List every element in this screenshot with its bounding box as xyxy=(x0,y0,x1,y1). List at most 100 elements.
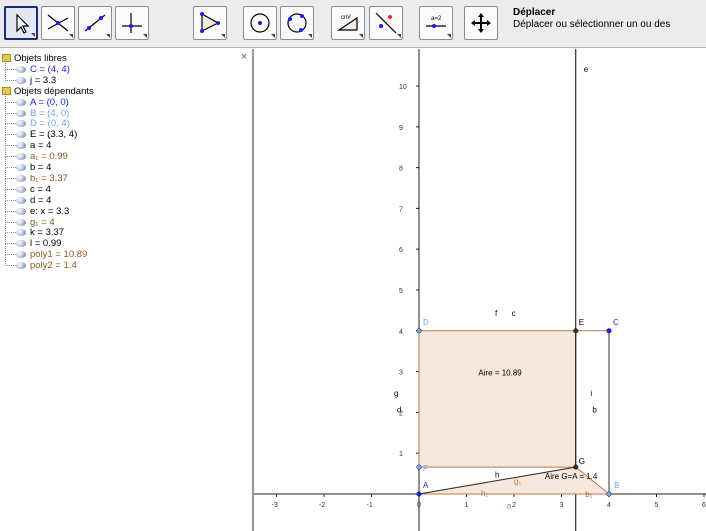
visibility-toggle-icon[interactable] xyxy=(16,120,26,128)
point-tool-button[interactable] xyxy=(41,6,75,40)
list-item-label: D = (0, 4) xyxy=(30,118,70,130)
tool-info-description: Déplacer ou sélectionner un ou des xyxy=(513,19,671,30)
y-tick-label: 4 xyxy=(399,329,403,336)
label-f-point: F xyxy=(423,464,428,473)
visibility-toggle-icon[interactable] xyxy=(16,207,26,215)
visibility-toggle-icon[interactable] xyxy=(16,153,26,161)
label-d-point: D xyxy=(423,318,429,327)
tree-connector xyxy=(5,146,16,158)
y-tick-label: 5 xyxy=(399,288,403,295)
list-item-label: l = 0.99 xyxy=(30,238,62,250)
visibility-toggle-icon[interactable] xyxy=(16,98,26,106)
y-tick-label: 2 xyxy=(399,410,403,417)
list-item-label: d = 4 xyxy=(30,194,52,206)
tree-connector xyxy=(5,189,16,201)
list-item-label: k = 3.37 xyxy=(30,227,65,239)
tree-connector xyxy=(5,124,16,136)
tool-info: Déplacer Déplacer ou sélectionner un ou … xyxy=(513,7,670,31)
area-label-poly1: Aire = 10.89 xyxy=(478,369,522,378)
tree-connector xyxy=(5,200,16,212)
x-tick-label: -2 xyxy=(319,502,325,509)
label-i: i xyxy=(590,389,592,398)
list-item-label: g₁ = 4 xyxy=(30,216,55,228)
tree-connector xyxy=(5,157,16,168)
list-item-label: A = (0, 0) xyxy=(30,96,69,108)
visibility-toggle-icon[interactable] xyxy=(16,76,26,84)
x-tick-label: 1 xyxy=(465,502,469,509)
visibility-toggle-icon[interactable] xyxy=(16,196,26,204)
visibility-toggle-icon[interactable] xyxy=(16,109,26,117)
tree-connector xyxy=(5,135,16,147)
slider-icon: a=2 xyxy=(426,16,446,28)
close-icon[interactable]: × xyxy=(241,51,248,63)
point-e[interactable] xyxy=(573,328,579,334)
move-view-cross-arrows-icon xyxy=(471,13,491,33)
angle-tool-button[interactable]: cm² xyxy=(331,6,365,40)
graphics-canvas[interactable]: -3 -2 -1 0 1 2 3 4 5 6 1 2 3 4 5 6 7 8 9 10 C D E FA B Ge f c gd ib h g… xyxy=(254,49,706,531)
visibility-toggle-icon[interactable] xyxy=(16,65,26,73)
label-b-seg: b xyxy=(592,405,597,414)
tree-connector xyxy=(5,167,16,179)
tree-connector xyxy=(5,58,16,70)
visibility-toggle-icon[interactable] xyxy=(16,174,26,182)
visibility-toggle-icon[interactable] xyxy=(16,218,26,226)
visibility-toggle-icon[interactable] xyxy=(16,240,26,248)
y-tick-label: 8 xyxy=(399,166,403,173)
circle-three-points-icon xyxy=(287,13,307,33)
circle-three-points-tool-button[interactable] xyxy=(280,6,314,40)
label-c-point: C xyxy=(613,318,619,327)
point-c[interactable] xyxy=(606,328,612,334)
visibility-toggle-icon[interactable] xyxy=(16,185,26,193)
move-graphics-view-button[interactable] xyxy=(464,6,498,40)
circle-tool-button[interactable] xyxy=(243,6,277,40)
label-a-seg: a xyxy=(507,501,512,510)
perpendicular-tool-button[interactable] xyxy=(115,6,149,40)
visibility-toggle-icon[interactable] xyxy=(16,142,26,150)
polygon-poly1[interactable] xyxy=(418,330,577,468)
x-tick-label: 2 xyxy=(512,502,516,509)
visibility-toggle-icon[interactable] xyxy=(16,251,26,259)
visibility-toggle-icon[interactable] xyxy=(16,262,26,270)
slider-tool-text: a=2 xyxy=(431,16,442,22)
label-f-seg: f xyxy=(495,309,498,318)
move-tool-button[interactable] xyxy=(4,6,38,40)
point-a[interactable] xyxy=(416,491,422,497)
label-b1: b₁ xyxy=(585,490,592,499)
tree-connector xyxy=(5,113,16,125)
polygon-tool-button[interactable] xyxy=(193,6,227,40)
tree-connector xyxy=(5,91,16,103)
y-tick-label: 3 xyxy=(399,370,403,377)
line-tool-button[interactable] xyxy=(78,6,112,40)
perpendicular-line-icon xyxy=(122,13,142,33)
list-item-label: C = (4, 4) xyxy=(30,63,70,75)
label-line-e: e xyxy=(584,65,589,74)
point-d[interactable] xyxy=(416,328,422,334)
point-b[interactable] xyxy=(606,491,612,497)
tree-connector xyxy=(5,102,16,114)
label-e-point: E xyxy=(579,318,584,327)
y-tick-label: 10 xyxy=(399,84,407,91)
visibility-toggle-icon[interactable] xyxy=(16,229,26,237)
y-tick-label: 6 xyxy=(399,247,403,254)
visibility-toggle-icon[interactable] xyxy=(16,131,26,139)
slider-tool-button[interactable]: a=2 xyxy=(419,6,453,40)
y-tick-label: 7 xyxy=(399,206,403,213)
x-tick-label: 0 xyxy=(417,502,421,509)
tree-connector xyxy=(5,244,16,256)
cursor-arrow-icon xyxy=(16,13,30,34)
label-h1: h₁ xyxy=(481,489,488,498)
x-tick-label: 4 xyxy=(607,502,611,509)
circle-center-icon xyxy=(250,13,270,33)
svg-text:cm²: cm² xyxy=(341,15,351,21)
label-g-seg: g xyxy=(394,389,398,398)
visibility-toggle-icon[interactable] xyxy=(16,164,26,171)
algebra-view: × Objets libres C = (4, 4) j = 3.3 Objets d… xyxy=(0,49,254,531)
list-item-label: b = 4 xyxy=(30,162,52,173)
angle-icon: cm² xyxy=(337,15,358,31)
reflect-tool-button[interactable] xyxy=(369,6,403,40)
point-f[interactable] xyxy=(416,464,422,470)
segment-h[interactable] xyxy=(418,466,576,495)
label-g1: g₁ xyxy=(514,477,521,486)
point-g[interactable] xyxy=(573,464,579,470)
